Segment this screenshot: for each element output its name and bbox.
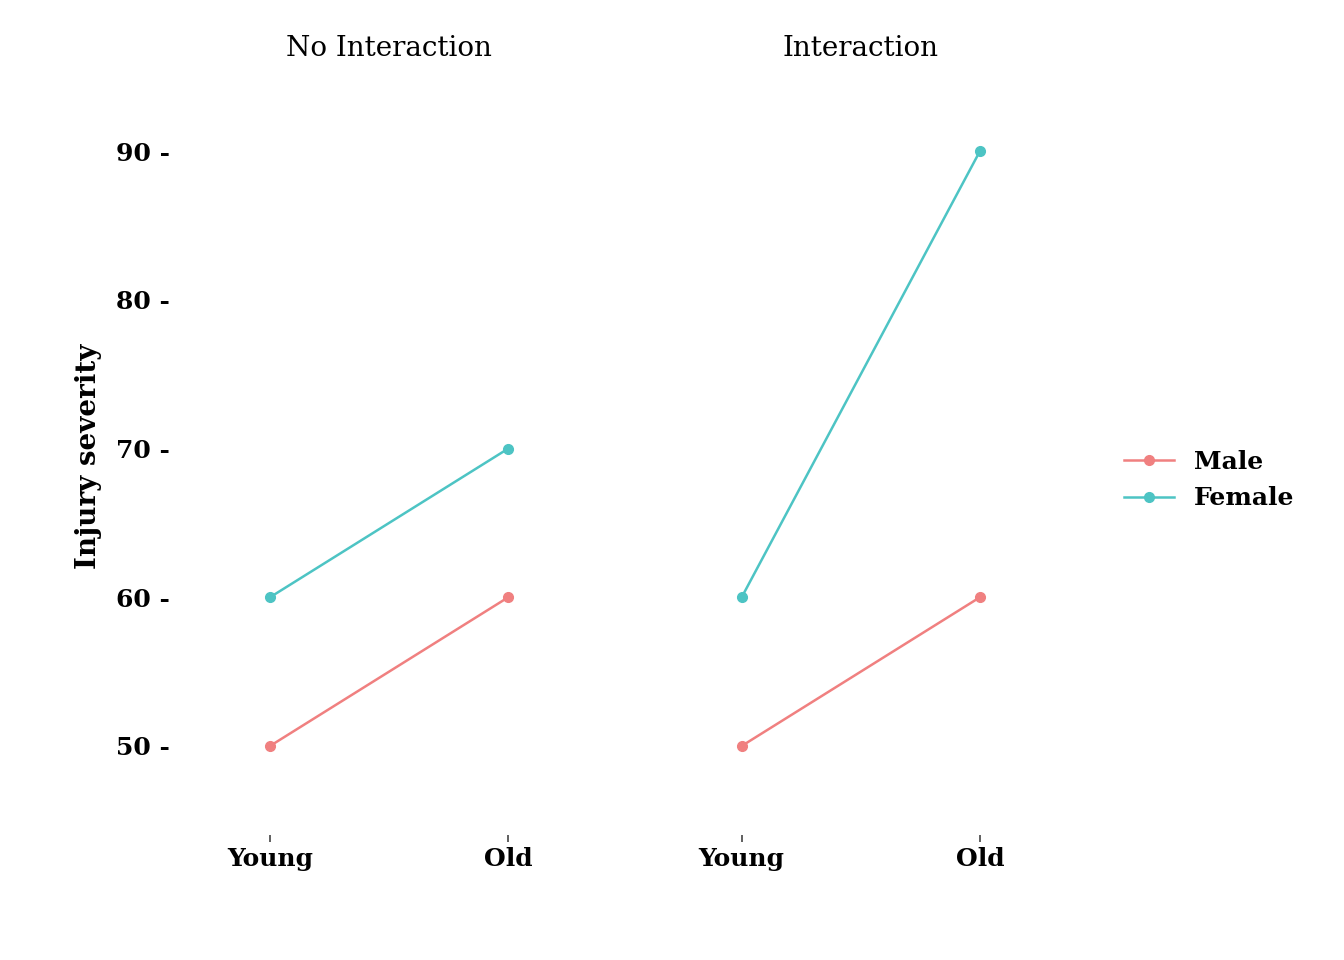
- Title: Interaction: Interaction: [782, 35, 939, 62]
- Title: No Interaction: No Interaction: [286, 35, 492, 62]
- Legend: Male, Female: Male, Female: [1114, 440, 1305, 520]
- Y-axis label: Injury severity: Injury severity: [75, 344, 102, 568]
